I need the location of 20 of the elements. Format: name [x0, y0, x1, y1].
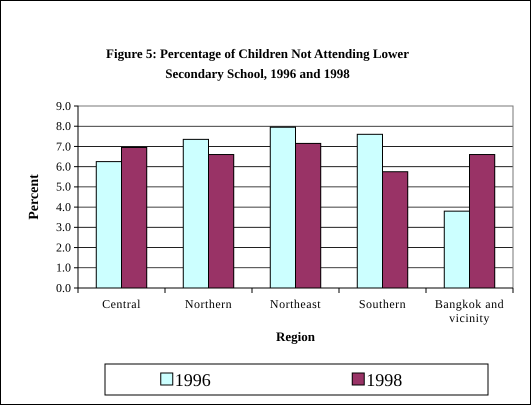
- legend-label: 1996: [174, 370, 211, 390]
- y-tick-label: 0.0: [56, 280, 71, 295]
- x-tick-label: Southern: [358, 297, 406, 311]
- legend-label: 1998: [366, 370, 402, 390]
- y-tick-label: 4.0: [56, 200, 71, 214]
- y-tick-label: 8.0: [56, 119, 71, 134]
- x-axis-title: Region: [276, 329, 316, 344]
- y-tick-label: 7.0: [56, 139, 71, 154]
- y-tick-label: 2.0: [56, 240, 71, 254]
- chart-title: Figure 5: Percentage of Children Not Attending Lower Secondary School, 1996 and 1998: [106, 46, 410, 81]
- y-tick-label: 5.0: [56, 180, 71, 194]
- y-tick-label: 6.0: [56, 160, 71, 174]
- x-tick-label: Northeast: [270, 297, 322, 311]
- y-tick-label: 3.0: [56, 220, 71, 234]
- x-tick-label: Northern: [184, 297, 232, 311]
- y-tick-label: 1.0: [56, 260, 71, 275]
- x-tick-label: Bangkok and vicinity: [434, 297, 504, 325]
- y-tick-label: 9.0: [56, 98, 71, 113]
- y-axis-title: Percent: [27, 174, 42, 220]
- x-tick-label: Central: [102, 297, 142, 311]
